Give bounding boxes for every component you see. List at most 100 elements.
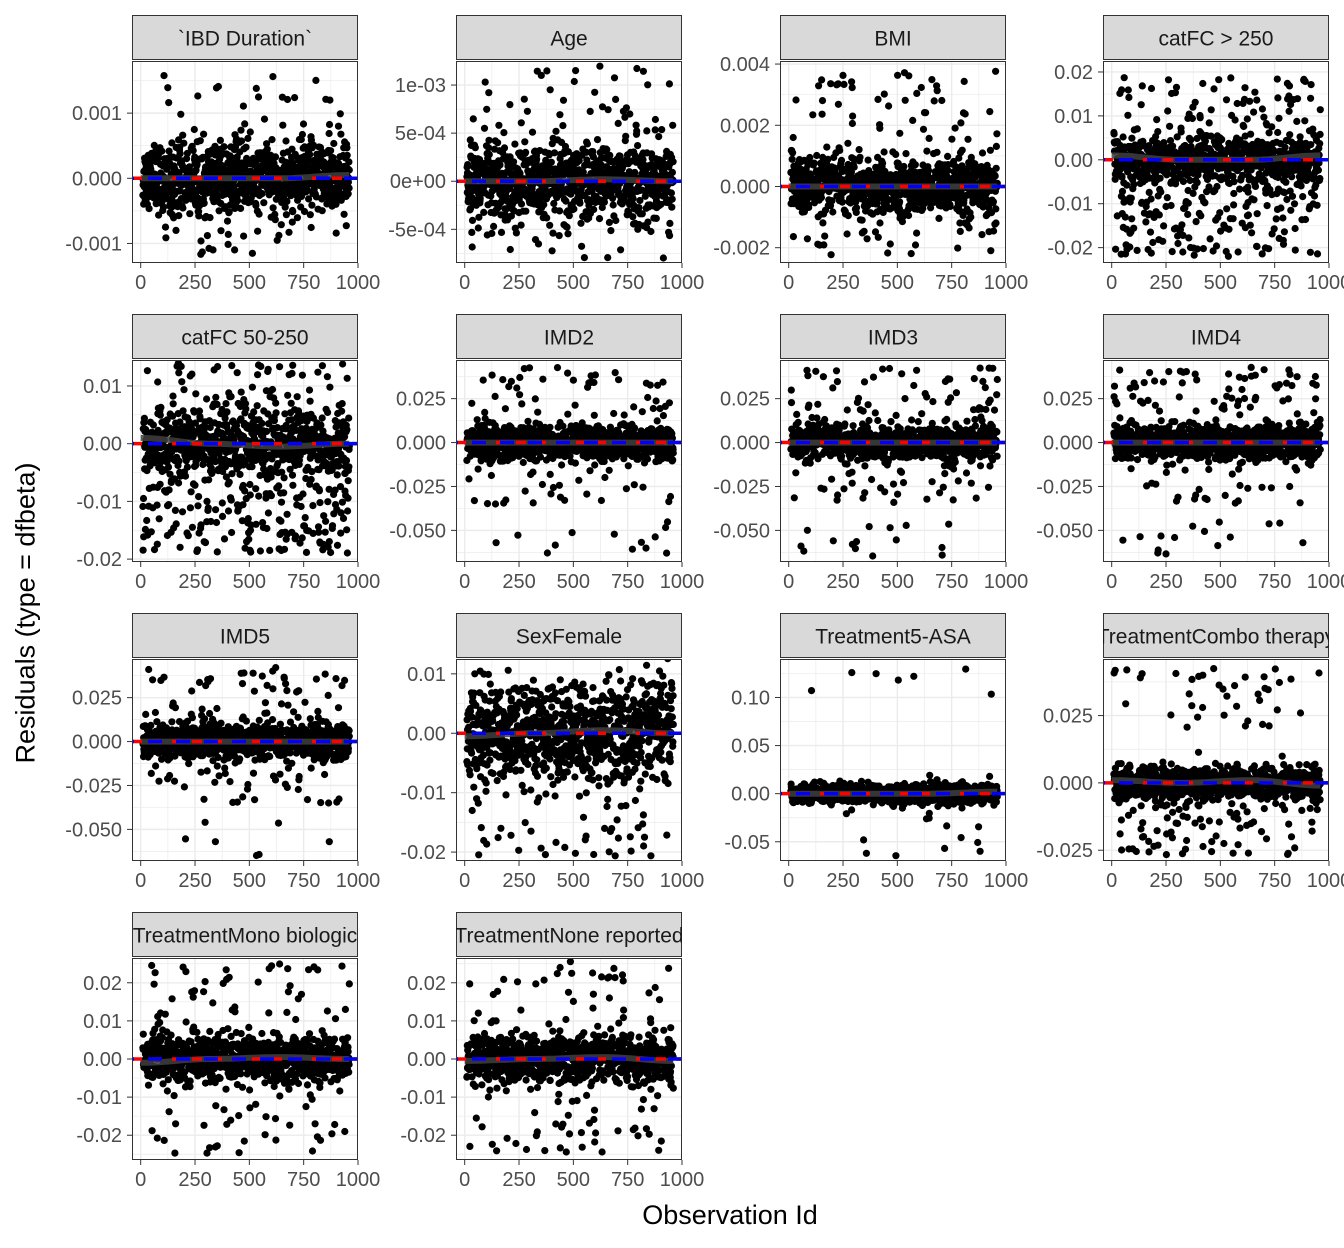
data-point [1316,130,1324,138]
data-point [1213,182,1221,191]
data-point [938,96,946,105]
data-point [1258,105,1266,113]
panel-border [132,61,358,263]
data-point [582,148,590,156]
data-point [669,121,677,129]
data-point [268,385,277,394]
y-tick-label: 0.004 [720,54,770,76]
data-point [318,414,326,422]
data-point [1244,188,1252,196]
data-point [244,515,252,523]
data-point [245,535,253,543]
data-point [309,502,317,510]
data-point [1156,174,1164,182]
data-point [172,226,180,234]
data-point [927,204,935,212]
data-point [848,119,857,128]
data-point [610,74,619,82]
data-point [288,369,296,377]
data-point [216,136,224,144]
data-point [1273,75,1281,83]
data-point [550,149,559,157]
data-point [992,219,1000,227]
data-point [308,468,316,476]
data-point [163,416,171,424]
y-tick-label: 0.02 [1054,62,1093,84]
data-point [913,229,921,237]
data-point [178,508,187,516]
data-point [308,201,316,209]
data-point [1199,79,1207,88]
data-point [1130,180,1138,188]
data-point [325,538,333,546]
data-point [1301,77,1309,85]
data-point [593,136,602,144]
data-point [789,133,797,142]
data-point [337,529,345,537]
data-point [164,84,172,92]
data-point [1112,245,1120,253]
data-point [1253,242,1261,251]
data-point [343,144,351,152]
data-point [206,423,214,432]
data-point [993,130,1001,138]
data-point [1223,205,1231,213]
data-point [270,417,278,425]
data-point [1207,132,1215,140]
data-point [852,204,861,212]
data-point [275,482,283,490]
data-point [329,154,337,162]
data-point [992,142,1001,150]
data-point [572,67,580,75]
data-point [1121,213,1129,221]
data-point [548,247,556,255]
data-point [1172,180,1180,188]
data-point [240,232,248,240]
data-point [668,195,676,203]
data-point [244,134,252,142]
data-point [241,400,250,408]
data-point [1164,107,1172,115]
data-point [285,228,293,236]
data-point [315,487,323,495]
data-point [818,110,826,118]
data-point [272,399,280,407]
data-point [271,210,279,218]
data-point [933,87,941,95]
data-point [1287,206,1295,214]
data-point [139,546,147,554]
data-point [302,548,311,557]
data-point [1247,130,1255,138]
data-point [552,127,560,135]
data-point [1227,74,1235,82]
data-point [1206,235,1214,243]
data-point [155,211,163,219]
data-point [668,168,677,176]
data-point [595,215,604,223]
data-point [1133,125,1141,133]
data-point [485,150,493,159]
data-point [224,230,232,238]
data-point [283,95,292,104]
data-point [879,159,887,167]
data-point [192,390,200,398]
data-point [1174,232,1182,240]
data-point [1243,115,1251,123]
data-point [570,205,578,213]
data-point [339,514,348,523]
data-point [312,193,320,201]
data-point [336,110,344,118]
x-tick-label: 750 [935,272,968,294]
data-point [302,474,310,483]
data-point [1154,128,1162,136]
data-point [293,393,301,401]
data-point [239,102,247,110]
data-point [896,198,904,206]
data-point [468,243,476,251]
data-point [214,82,222,91]
data-point [209,246,217,254]
data-point [892,150,900,158]
data-point [193,160,201,168]
data-point [342,222,350,230]
data-point [837,156,846,164]
